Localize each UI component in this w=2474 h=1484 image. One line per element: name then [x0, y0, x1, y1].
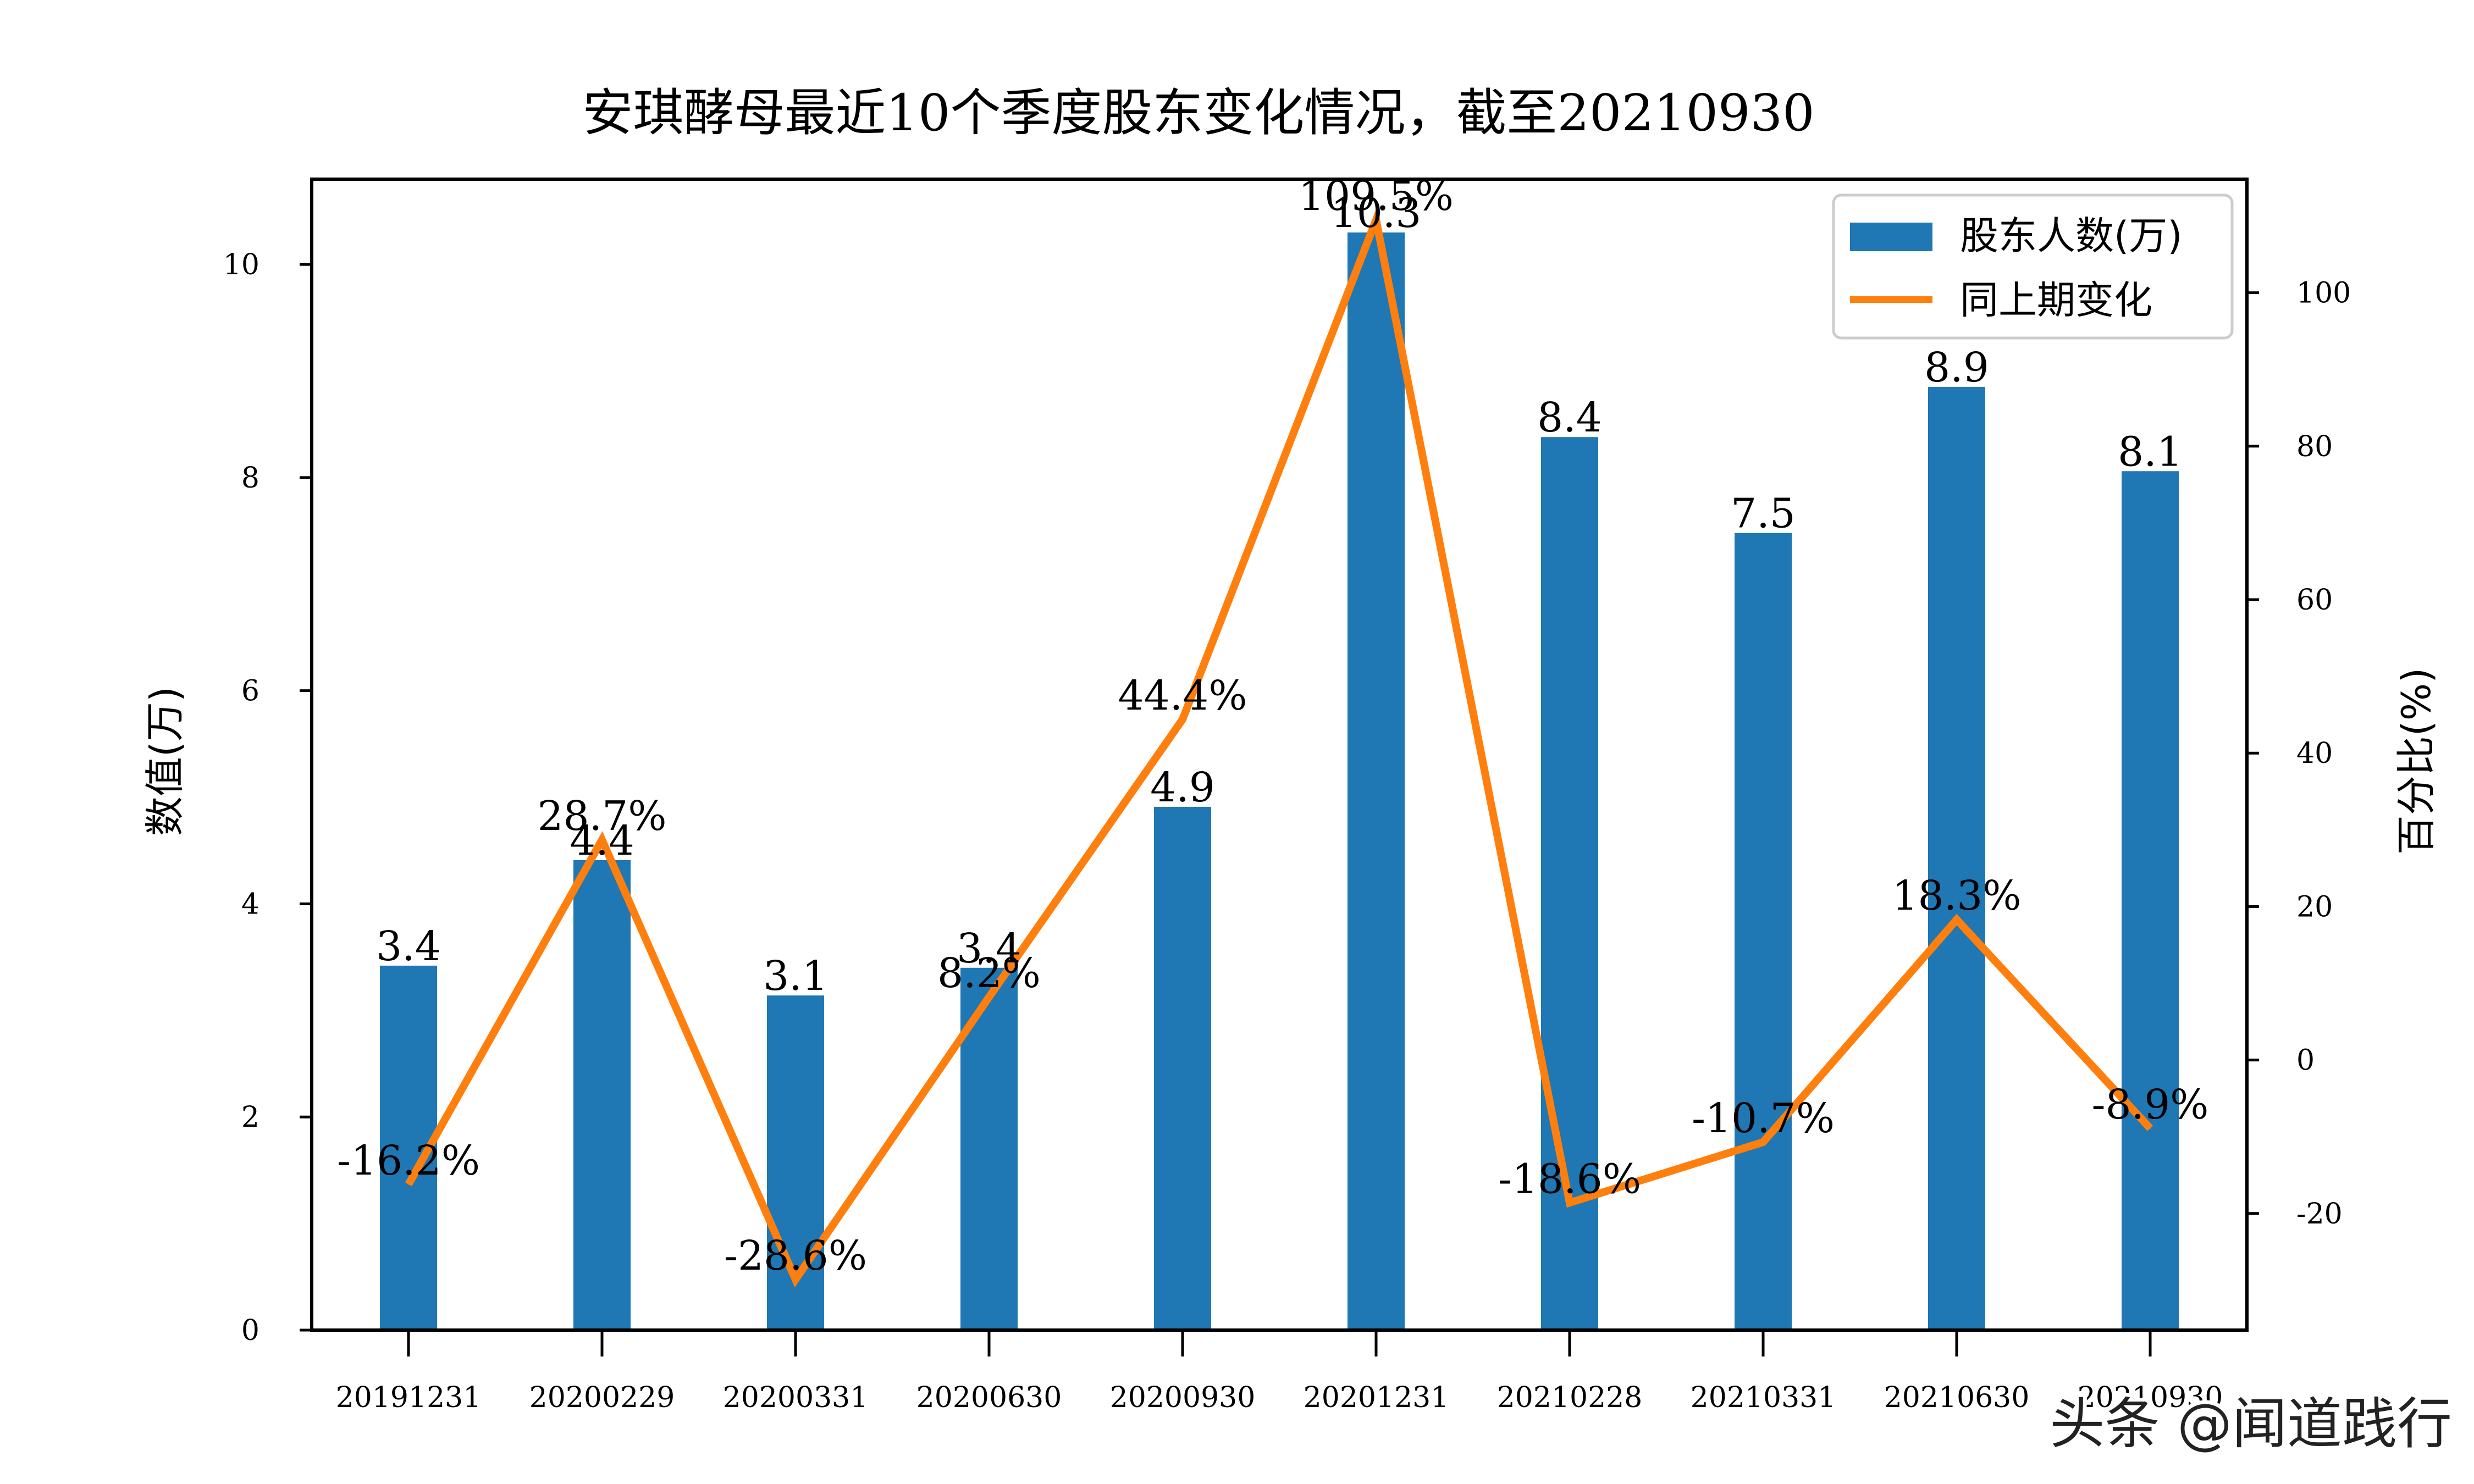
y-tick-label: 0 [241, 1314, 259, 1347]
watermark: 头条 @闻道践行 [2050, 1392, 2452, 1456]
x-tick-label: 20210630 [1884, 1381, 2030, 1414]
x-tick-label: 20200930 [1110, 1381, 1256, 1414]
y-tick-label: 4 [241, 888, 259, 921]
x-tick-label: 20210331 [1691, 1381, 1836, 1414]
x-tick-label: 20200331 [723, 1381, 869, 1414]
line-value-label: -16.2% [337, 1137, 480, 1184]
bar-value-label: 3.4 [957, 925, 1021, 972]
line-labels: -16.2%28.7%-28.6%8.2%44.4%109.5%-18.6%-1… [337, 173, 2209, 1280]
bar-value-label: 3.4 [376, 923, 441, 970]
line-value-label: 44.4% [1118, 672, 1247, 719]
bar-20210331 [1735, 533, 1792, 1330]
line-point-20200331 [795, 1278, 796, 1280]
line-series [405, 206, 2153, 1288]
bar-20200229 [573, 860, 631, 1330]
bar-value-label: 4.9 [1150, 764, 1215, 811]
line-value-label: 18.3% [1892, 872, 2021, 920]
left-axis-ticks: 0 2 4 6 8 10 [223, 248, 312, 1347]
line-point-20200229 [601, 839, 603, 840]
y-right-tick-label: 20 [2296, 890, 2333, 923]
bar-labels: 3.4 4.4 3.1 3.4 4.9 10.3 8.4 7.5 8.9 8.1 [376, 190, 2183, 1000]
line-point-20200930 [1182, 718, 1183, 720]
line-value-label: 8.2% [937, 950, 1041, 997]
y-right-tick-label: 40 [2296, 737, 2333, 770]
y-right-tick-label: 60 [2296, 584, 2333, 617]
x-tick-label: 20200229 [529, 1381, 675, 1414]
x-axis-ticks: 20191231 20200229 20200331 20200630 20200930… [336, 1330, 2223, 1414]
bar-20210630 [1928, 387, 1985, 1331]
line-value-label: -10.7% [1692, 1095, 1835, 1142]
bar-value-label: 7.5 [1731, 490, 1796, 538]
x-tick-label: 20210228 [1497, 1381, 1643, 1414]
bar-value-label: 3.1 [763, 953, 828, 1000]
line-point-20210630 [1956, 919, 1957, 921]
line-value-label: -28.6% [724, 1232, 867, 1280]
bar-value-label: 8.4 [1537, 394, 1602, 441]
x-tick-label: 20201231 [1304, 1381, 1449, 1414]
bar-value-label: 10.3 [1331, 190, 1422, 237]
line-value-label: -18.6% [1498, 1155, 1641, 1203]
line-point-20201231 [1376, 219, 1377, 220]
bar-value-label: 4.4 [570, 817, 634, 865]
line-point-20191231 [408, 1183, 409, 1185]
bar-series [380, 232, 2179, 1331]
line-point-20210331 [1763, 1141, 1764, 1143]
legend: 股东人数(万) 同上期变化 [1832, 193, 2234, 340]
y-tick-label: 6 [241, 675, 259, 708]
line-point-20200630 [989, 996, 990, 998]
plot-frame [310, 178, 2249, 1332]
y-right-tick-label: 100 [2296, 277, 2351, 310]
bar-value-label: 8.1 [2118, 428, 2183, 475]
legend-bar-swatch [1850, 223, 1932, 251]
y-axis-label: 数值(万) [142, 686, 188, 836]
bar-20200930 [1154, 807, 1211, 1330]
legend-frame [1832, 193, 2234, 340]
x-tick-label: 20210930 [2078, 1381, 2223, 1414]
legend-bar-label: 股东人数(万) [1960, 213, 2183, 258]
bar-20210930 [2122, 471, 2179, 1330]
y-right-tick-label: 0 [2296, 1044, 2315, 1077]
y-right-tick-label: 80 [2296, 430, 2333, 463]
y-axis-right-label: 百分比(%) [2393, 668, 2439, 855]
y-tick-label: 10 [223, 248, 259, 281]
line-point-20210228 [1569, 1202, 1570, 1204]
line-point-20210930 [2150, 1127, 2151, 1129]
y-tick-label: 8 [241, 462, 259, 495]
y-right-tick-label: -20 [2296, 1198, 2343, 1231]
right-axis-ticks: -20 0 20 40 60 80 100 [2247, 277, 2351, 1231]
y-tick-label: 2 [241, 1101, 259, 1134]
bar-value-label: 8.9 [1924, 344, 1989, 391]
legend-line-label: 同上期变化 [1960, 278, 2152, 323]
line-value-label: -8.9% [2091, 1081, 2208, 1128]
line-value-label: 28.7% [537, 793, 666, 840]
bar-20201231 [1348, 232, 1405, 1330]
change-line [405, 206, 2153, 1288]
x-tick-label: 20200630 [916, 1381, 1062, 1414]
chart-title: 安琪酵母最近10个季度股东变化情况，截至20210930 [582, 84, 1814, 142]
x-tick-label: 20191231 [336, 1381, 482, 1414]
bar-20210228 [1541, 437, 1598, 1330]
